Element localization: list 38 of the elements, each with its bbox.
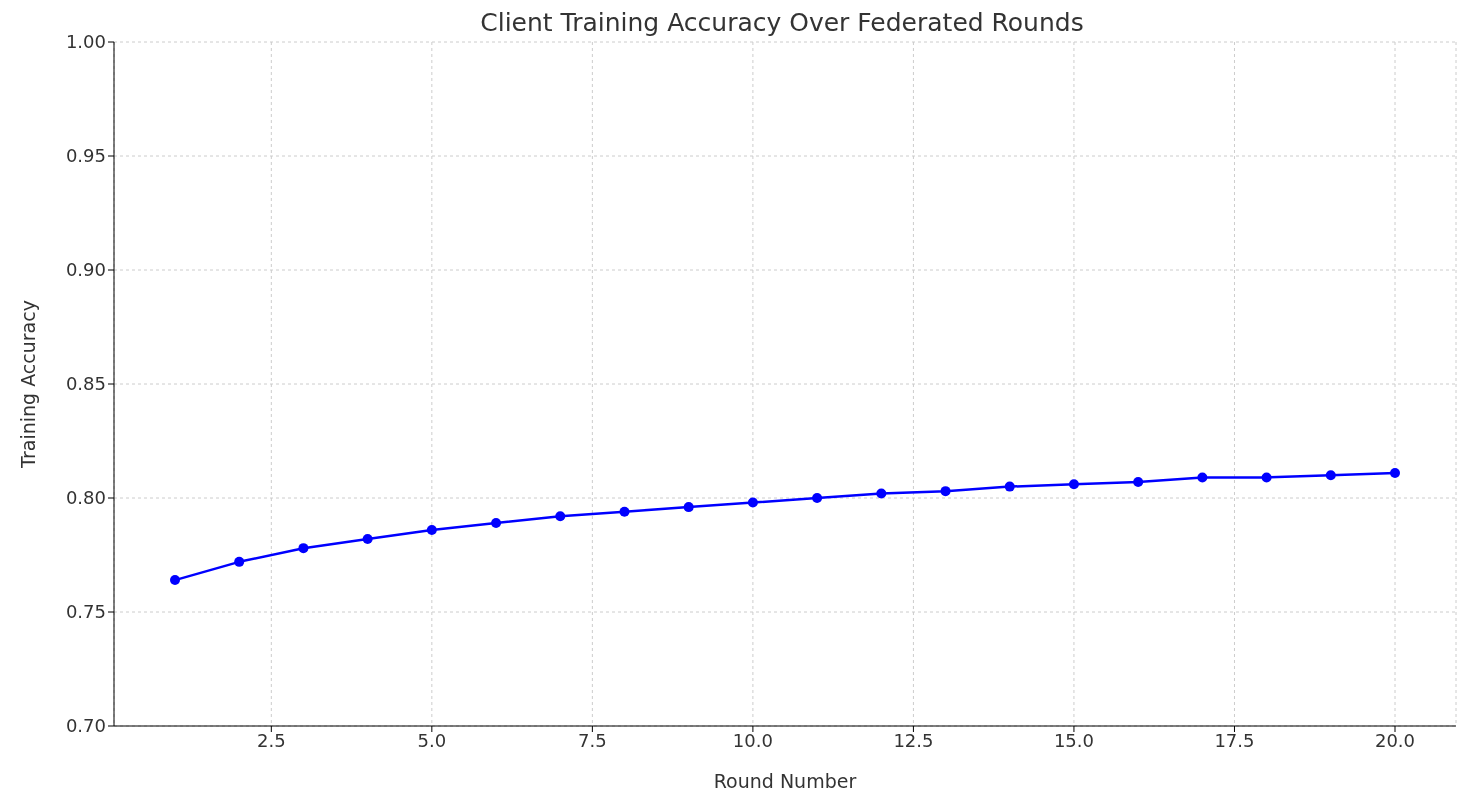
point <box>1133 477 1144 488</box>
point <box>1004 481 1015 492</box>
x-tick-label: 15.0 <box>1053 729 1094 751</box>
point <box>683 502 694 513</box>
point <box>940 486 951 497</box>
x-tick-label: 12.5 <box>893 729 934 751</box>
y-tick-label: 1.00 <box>65 31 106 53</box>
y-tick-label: 0.75 <box>65 601 106 623</box>
chart-title: Client Training Accuracy Over Federated Rounds <box>479 8 1085 37</box>
point <box>426 524 437 535</box>
point <box>876 488 887 499</box>
x-tick-label: 17.5 <box>1214 729 1255 751</box>
x-tick-label: 7.5 <box>578 729 607 751</box>
x-tick-label: 2.5 <box>257 729 286 751</box>
point <box>1325 470 1336 481</box>
point <box>170 575 180 586</box>
x-axis-title: Round Number <box>713 770 857 792</box>
y-tick-label: 0.95 <box>65 145 106 167</box>
point <box>1197 472 1208 483</box>
y-tick-label: 0.90 <box>65 259 106 281</box>
point <box>619 506 630 517</box>
y-axis-title: Training Accuracy <box>16 300 39 469</box>
point <box>1390 467 1400 478</box>
x-tick-label: 20.0 <box>1374 729 1416 751</box>
point <box>491 518 502 529</box>
point <box>747 497 758 508</box>
point <box>362 534 373 545</box>
y-tick-label: 0.70 <box>65 715 106 737</box>
point <box>298 543 309 554</box>
point <box>1261 472 1272 483</box>
x-tick-label: 10.0 <box>732 729 773 751</box>
point <box>555 511 566 522</box>
y-tick-label: 0.80 <box>65 487 106 509</box>
point <box>812 493 823 503</box>
x-tick-label: 5.0 <box>417 729 447 751</box>
y-tick-label: 0.85 <box>65 373 106 395</box>
point <box>234 556 245 567</box>
point <box>1068 479 1079 490</box>
